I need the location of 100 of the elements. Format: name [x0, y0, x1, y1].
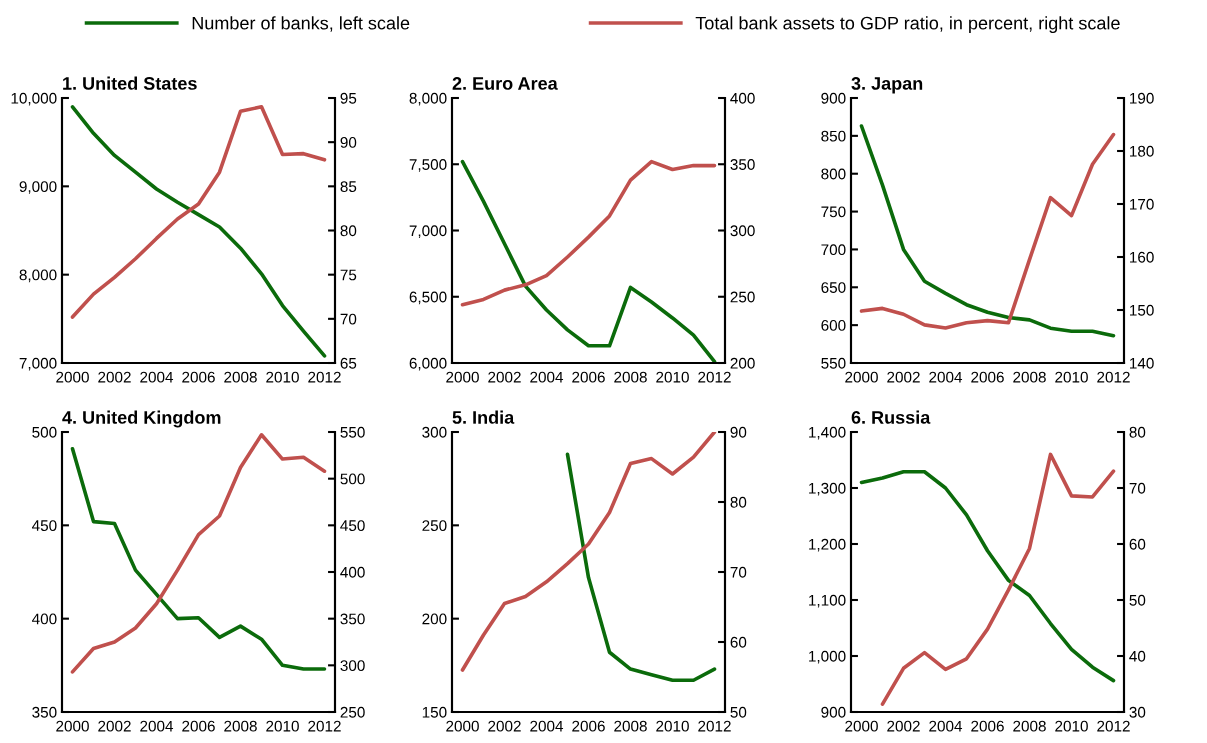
- y2-tick-label: 250: [340, 706, 365, 718]
- chart-title: 6. Russia: [851, 410, 931, 424]
- x-tick-label: 2000: [845, 371, 878, 383]
- chart-title: 2. Euro Area: [452, 77, 558, 90]
- y-tick-label: 450: [32, 520, 57, 532]
- y-tick-label: 300: [422, 426, 447, 438]
- x-tick-label: 2000: [446, 371, 479, 383]
- y-tick-label: 400: [32, 613, 57, 625]
- x-tick-label: 2008: [614, 720, 647, 732]
- line-series: [70, 105, 327, 358]
- x-tick-label: 2012: [1097, 371, 1130, 383]
- y-tick-label: 250: [422, 520, 447, 532]
- y-tick-label: 800: [821, 168, 846, 180]
- y-tick-label: 750: [821, 206, 846, 218]
- y-tick-label: 1,100: [809, 594, 846, 608]
- y2-tick-label: 400: [730, 92, 755, 104]
- legend-label: Total bank assets to GDP ratio, in percent, right scale: [695, 16, 1120, 34]
- y2-tick-label: 150: [1130, 304, 1154, 316]
- y2-tick-label: 30: [1129, 706, 1146, 718]
- x-tick-label: 2002: [887, 371, 920, 383]
- y2-tick-label: 80: [730, 496, 747, 508]
- y2-tick-label: 300: [340, 660, 365, 672]
- y2-tick-label: 90: [340, 137, 357, 148]
- x-tick-label: 2002: [887, 720, 920, 732]
- y2-tick-label: 65: [340, 357, 357, 369]
- x-tick-label: 2008: [1013, 720, 1046, 732]
- x-tick-label: 2012: [308, 720, 341, 732]
- y2-tick-label: 450: [340, 520, 365, 532]
- line-series: [70, 105, 327, 319]
- x-tick-label: 2000: [845, 720, 878, 732]
- y2-tick-label: 40: [1129, 650, 1146, 662]
- x-tick-label: 2010: [656, 371, 689, 383]
- y-tick-label: 1,300: [809, 482, 846, 496]
- y-tick-label: 900: [821, 92, 846, 104]
- y2-tick-label: 180: [1130, 145, 1154, 157]
- x-tick-label: 2008: [224, 371, 257, 383]
- x-tick-label: 2004: [140, 371, 174, 383]
- x-tick-label: 2010: [656, 720, 689, 732]
- y-tick-label: 700: [821, 244, 846, 256]
- chart-title: 5. India: [452, 410, 515, 424]
- y-tick-label: 350: [32, 706, 57, 718]
- y2-tick-label: 50: [1129, 594, 1146, 606]
- line-series: [859, 469, 1116, 683]
- x-tick-label: 2000: [446, 720, 479, 732]
- line-series: [565, 452, 717, 683]
- x-tick-label: 2008: [1013, 371, 1046, 383]
- y2-tick-label: 60: [1129, 538, 1146, 550]
- y-tick-label: 7,000: [19, 357, 57, 371]
- y2-tick-label: 200: [730, 357, 755, 369]
- y2-tick-label: 75: [340, 269, 357, 281]
- y-tick-label: 600: [821, 320, 846, 331]
- y-tick-label: 6,000: [409, 357, 447, 371]
- x-tick-label: 2004: [929, 371, 963, 383]
- y-tick-label: 1,400: [809, 426, 846, 440]
- y2-tick-label: 170: [1130, 198, 1154, 210]
- y-tick-label: 550: [821, 357, 846, 369]
- y2-tick-label: 60: [730, 636, 747, 648]
- y-tick-label: 8,000: [409, 92, 447, 106]
- x-tick-label: 2010: [1055, 371, 1088, 383]
- x-tick-label: 2002: [98, 371, 131, 383]
- y2-tick-label: 250: [730, 291, 755, 303]
- x-tick-label: 2012: [698, 371, 731, 383]
- x-tick-label: 2006: [971, 371, 1004, 383]
- y2-tick-label: 190: [1130, 92, 1154, 104]
- x-tick-label: 2000: [56, 720, 89, 732]
- y2-tick-label: 90: [730, 426, 747, 438]
- y2-tick-label: 400: [340, 566, 365, 578]
- chart-title: 1. United States: [63, 76, 197, 90]
- line-series: [460, 159, 717, 307]
- y2-tick-label: 50: [730, 706, 747, 718]
- x-tick-label: 2004: [530, 720, 564, 732]
- y-tick-label: 650: [821, 282, 846, 293]
- x-tick-label: 2006: [182, 720, 215, 732]
- y-tick-label: 7,000: [409, 225, 447, 238]
- y2-tick-label: 85: [340, 181, 357, 193]
- y-tick-label: 10,000: [11, 92, 57, 106]
- y2-tick-label: 70: [1129, 482, 1146, 494]
- y2-tick-label: 160: [1130, 251, 1154, 263]
- y-tick-label: 850: [821, 130, 846, 142]
- y2-tick-label: 500: [340, 473, 365, 485]
- chart-title: 4. United Kingdom: [62, 410, 221, 428]
- line-series: [460, 432, 717, 672]
- x-tick-label: 2010: [266, 371, 299, 383]
- x-tick-label: 2006: [182, 371, 215, 383]
- x-tick-label: 2002: [488, 720, 521, 732]
- y-tick-label: 900: [821, 706, 846, 718]
- y2-tick-label: 350: [730, 159, 755, 170]
- x-tick-label: 2008: [224, 720, 257, 732]
- y-tick-label: 9,000: [19, 181, 57, 194]
- x-tick-label: 2006: [572, 371, 605, 383]
- y-tick-label: 200: [422, 613, 447, 625]
- x-tick-label: 2000: [56, 371, 89, 383]
- y-tick-label: 8,000: [19, 269, 57, 283]
- y2-tick-label: 80: [1129, 426, 1146, 438]
- chart-title: 3. Japan: [851, 77, 923, 94]
- y2-tick-label: 300: [730, 225, 755, 237]
- line-series: [880, 452, 1116, 706]
- x-tick-label: 2012: [1097, 720, 1130, 732]
- x-tick-label: 2002: [488, 371, 521, 383]
- x-tick-label: 2004: [140, 720, 174, 732]
